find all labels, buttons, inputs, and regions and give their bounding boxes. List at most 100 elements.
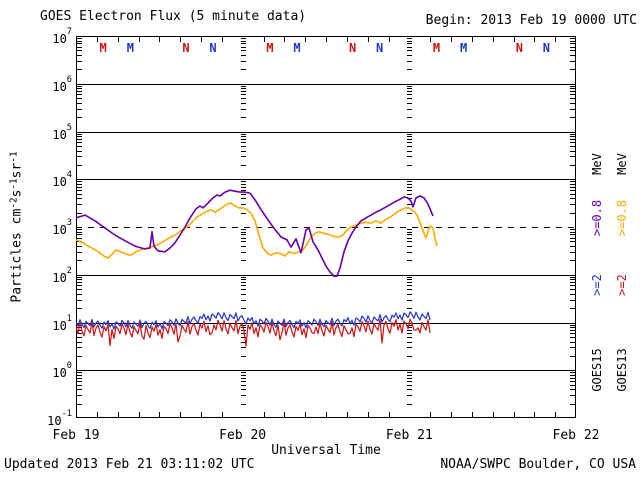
y-minor-tick-right xyxy=(570,289,575,290)
y-minor-tick-left xyxy=(77,194,82,195)
day-boundary-dash xyxy=(241,252,246,253)
y-minor-tick-left xyxy=(77,404,82,405)
y-minor-tick-right xyxy=(570,285,575,286)
y-minor-tick-left xyxy=(77,38,82,39)
y-minor-tick-right xyxy=(570,181,575,182)
y-minor-tick-right xyxy=(570,184,575,185)
top-hour-tick xyxy=(430,37,431,42)
bottom-hour-tick xyxy=(139,412,140,417)
y-minor-tick-left xyxy=(77,347,82,348)
day-boundary-dash xyxy=(407,190,412,191)
y-minor-tick-left xyxy=(77,184,82,185)
top-hour-tick xyxy=(472,37,473,42)
day-boundary-dash xyxy=(407,252,412,253)
y-tick-label: 100 xyxy=(52,361,72,381)
satellite-noon-marker: N xyxy=(515,41,523,55)
bottom-hour-tick xyxy=(305,412,306,417)
top-hour-tick xyxy=(222,37,223,42)
day-boundary-dash xyxy=(407,50,412,51)
y-tick-label: 106 xyxy=(52,74,72,94)
y-minor-tick-right xyxy=(570,372,575,373)
y-minor-tick-right xyxy=(570,146,575,147)
day-boundary-dash xyxy=(241,142,246,143)
y-minor-tick-left xyxy=(77,282,82,283)
y-minor-tick-left xyxy=(77,285,82,286)
day-boundary-dash xyxy=(241,232,246,233)
day-boundary-dash xyxy=(241,156,246,157)
top-hour-tick xyxy=(534,37,535,42)
y-minor-tick-left xyxy=(77,389,82,390)
y-minor-tick-left xyxy=(77,41,82,42)
legend-goes13-e2: >=2 xyxy=(615,274,629,296)
y-minor-tick-right xyxy=(570,238,575,239)
day-boundary-dash xyxy=(241,404,246,405)
y-minor-tick-left xyxy=(77,333,82,334)
y-minor-tick-left xyxy=(77,294,82,295)
y-minor-tick-left xyxy=(77,330,82,331)
day-boundary-dash xyxy=(407,246,412,247)
bottom-hour-tick xyxy=(430,412,431,417)
y-minor-tick-left xyxy=(77,47,82,48)
y-minor-tick-left xyxy=(77,289,82,290)
y-minor-tick-left xyxy=(77,181,82,182)
day-boundary-dash xyxy=(241,190,246,191)
x-tick-label: Feb 22 xyxy=(552,428,600,443)
y-minor-tick-right xyxy=(570,204,575,205)
y-minor-tick-right xyxy=(570,61,575,62)
day-boundary-dash xyxy=(241,94,246,95)
top-hour-tick xyxy=(493,37,494,42)
day-boundary-dash xyxy=(407,375,412,376)
y-minor-tick-left xyxy=(77,325,82,326)
day-boundary-dash xyxy=(407,156,412,157)
legend-goes13-unit: MeV xyxy=(615,153,629,175)
day-boundary-dash xyxy=(241,86,246,87)
y-minor-tick-left xyxy=(77,61,82,62)
day-boundary-dash xyxy=(241,389,246,390)
day-boundary-dash xyxy=(241,238,246,239)
y-minor-tick-right xyxy=(570,381,575,382)
y-minor-tick-right xyxy=(570,241,575,242)
updated-timestamp: Updated 2013 Feb 21 03:11:02 UTC xyxy=(4,457,255,472)
day-boundary-dash xyxy=(407,404,412,405)
day-boundary-dash xyxy=(241,337,246,338)
day-boundary-dash xyxy=(241,234,246,235)
legend-goes15-e2: >=2 xyxy=(590,274,604,296)
day-boundary-dash xyxy=(407,289,412,290)
top-hour-tick xyxy=(368,37,369,42)
day-boundary-dash xyxy=(241,69,246,70)
satellite-midnight-marker: M xyxy=(432,41,441,55)
day-boundary-dash xyxy=(407,229,412,230)
y-minor-tick-right xyxy=(570,234,575,235)
y-minor-tick-left xyxy=(77,187,82,188)
satellite-midnight-marker: M xyxy=(99,41,107,55)
y-minor-tick-left xyxy=(77,337,82,338)
y-minor-tick-left xyxy=(77,91,82,92)
y-minor-tick-left xyxy=(77,356,82,357)
day-boundary-dash xyxy=(241,88,246,89)
y-minor-tick-right xyxy=(570,308,575,309)
decade-gridline xyxy=(76,323,576,324)
y-minor-tick-left xyxy=(77,252,82,253)
day-boundary-dash xyxy=(407,300,412,301)
day-boundary-dash xyxy=(241,381,246,382)
y-minor-tick-right xyxy=(570,151,575,152)
bottom-hour-tick xyxy=(368,412,369,417)
y-minor-tick-right xyxy=(570,156,575,157)
day-boundary-dash xyxy=(407,337,412,338)
satellite-noon-marker: N xyxy=(209,41,217,55)
y-tick-label: 105 xyxy=(52,122,72,142)
decade-gridline xyxy=(76,275,576,276)
y-minor-tick-left xyxy=(77,88,82,89)
bottom-hour-tick xyxy=(472,412,473,417)
day-boundary-dash xyxy=(241,109,246,110)
day-boundary-dash xyxy=(407,94,412,95)
day-boundary-dash xyxy=(241,282,246,283)
day-boundary-dash xyxy=(241,187,246,188)
day-boundary-dash xyxy=(241,246,246,247)
y-axis-title-segment: -1 xyxy=(8,151,20,163)
bottom-hour-tick xyxy=(347,412,348,417)
y-minor-tick-right xyxy=(570,342,575,343)
day-boundary-dash xyxy=(241,136,246,137)
y-minor-tick-left xyxy=(77,98,82,99)
day-boundary-dash xyxy=(241,61,246,62)
